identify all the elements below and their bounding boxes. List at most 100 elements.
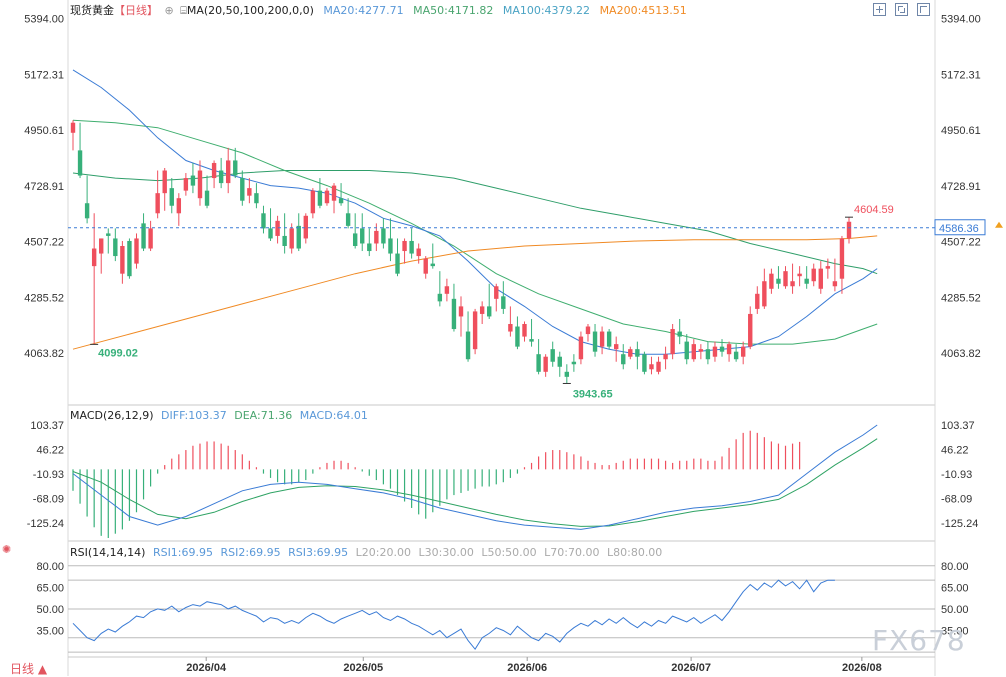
period-button-label: 日线 xyxy=(10,662,35,676)
macd-header: MACD(26,12,9) DIFF:103.37 DEA:71.36 MACD… xyxy=(70,409,368,422)
macd-tick-right: -68.09 xyxy=(941,494,972,506)
candle-body xyxy=(374,230,379,244)
price-tick-left: 5394.00 xyxy=(24,14,64,26)
candle-body xyxy=(712,346,718,357)
candle-body xyxy=(423,258,428,274)
candle-body xyxy=(233,160,238,176)
price-tick-right: 4507.22 xyxy=(941,237,981,249)
candle-body xyxy=(77,150,83,176)
candle-body xyxy=(296,225,301,249)
macd-diff-value: DIFF:103.37 xyxy=(161,409,227,422)
high-annotation: 4604.59 xyxy=(854,204,894,216)
add-indicator-button[interactable] xyxy=(873,3,886,16)
rsi1-value: RSI1:69.95 xyxy=(152,546,214,559)
candle-body xyxy=(247,188,252,196)
candle-body xyxy=(409,240,414,254)
rsi-tick-left: 35.00 xyxy=(36,626,64,638)
candle-body xyxy=(628,349,633,357)
last-price-label: 4586.36 xyxy=(939,223,979,235)
candle-body xyxy=(663,354,668,360)
candle-body xyxy=(84,203,90,219)
candle-body xyxy=(226,160,231,184)
ma-params: MA(20,50,100,200,0,0) xyxy=(186,4,314,17)
candle-body xyxy=(846,221,852,239)
macd-tick-left: -10.93 xyxy=(33,469,64,481)
candle-body xyxy=(748,313,753,347)
price-tick-right: 4728.91 xyxy=(941,181,981,193)
rsi-l20: L20:20.00 xyxy=(355,546,411,559)
candle-body xyxy=(289,228,294,249)
rsi2-value: RSI2:69.95 xyxy=(220,546,281,559)
candle-body xyxy=(197,170,203,199)
candle-body xyxy=(740,346,746,357)
rsi-tick-right: 35.00 xyxy=(941,626,969,638)
candle-body xyxy=(825,266,831,269)
candle-body xyxy=(649,364,654,370)
candle-body xyxy=(141,223,146,249)
macd-tick-right: 46.22 xyxy=(941,445,969,457)
main-header: 现货黄金【日线】 ⊕ ⌸MA(20,50,100,200,0,0) MA20:4… xyxy=(70,2,687,18)
candle-body xyxy=(818,268,823,289)
candle-body xyxy=(310,190,316,214)
macd-tick-left: 103.37 xyxy=(30,420,64,432)
candle-body xyxy=(282,235,287,246)
macd-dea-line xyxy=(72,438,878,527)
fullscreen-button[interactable] xyxy=(895,3,908,16)
candle-body xyxy=(776,278,781,284)
ma200-value: MA200:4513.51 xyxy=(599,4,687,17)
candle-body xyxy=(275,220,280,236)
candle-body xyxy=(451,298,457,330)
macd-diff-line xyxy=(72,424,878,530)
rsi3-value: RSI3:69.95 xyxy=(288,546,349,559)
axes: 5394.00 5394.00 5172.31 5172.31 4950.61 4950.… xyxy=(24,14,1003,674)
last-price-marker xyxy=(995,221,1003,228)
candle-body xyxy=(99,238,104,254)
candle-body xyxy=(614,344,619,350)
price-tick-left: 4950.61 xyxy=(24,125,64,137)
candle-body xyxy=(381,228,386,244)
candle-body xyxy=(684,341,689,360)
candle-body xyxy=(169,188,174,206)
time-tick-label: 2026/05 xyxy=(343,662,383,674)
settings-icon[interactable]: ⊕ xyxy=(164,4,174,17)
rsi-header: RSI(14,14,14) RSI1:69.95 RSI2:69.95 RSI3… xyxy=(70,546,662,559)
symbol-name: 现货黄金 xyxy=(70,4,114,17)
candle-body xyxy=(698,349,704,352)
candle-body xyxy=(430,263,435,267)
rsi-tick-right: 50.00 xyxy=(941,604,969,616)
period-button[interactable]: 日线 ▲ xyxy=(10,662,48,676)
candle-body xyxy=(804,278,809,284)
macd-panel xyxy=(72,424,878,538)
candle-body xyxy=(211,162,217,179)
ma20-value: MA20:4277.71 xyxy=(323,4,404,17)
ma100-value: MA100:4379.22 xyxy=(502,4,591,17)
rsi-l80: L80:80.00 xyxy=(606,546,663,559)
rsi-sun-icon[interactable]: ✺ xyxy=(2,543,12,556)
macd-tick-left: -125.24 xyxy=(27,518,64,530)
candle-body xyxy=(388,238,393,254)
candle-body xyxy=(783,271,788,287)
candle-body xyxy=(345,213,351,226)
macd-params: MACD(26,12,9) xyxy=(70,409,154,422)
macd-tick-right: -10.93 xyxy=(941,469,972,481)
ma200-line xyxy=(72,235,878,350)
layout-button[interactable] xyxy=(917,3,930,16)
candle-body xyxy=(726,344,732,355)
price-tick-right: 5172.31 xyxy=(941,69,981,81)
low-annotation-2: 3943.65 xyxy=(573,388,613,400)
candle-body xyxy=(691,344,696,360)
candle-body xyxy=(176,198,182,214)
time-tick-label: 2026/06 xyxy=(507,662,547,674)
candle-body xyxy=(762,281,767,307)
candle-body xyxy=(790,281,795,287)
price-tick-right: 4285.52 xyxy=(941,292,981,304)
candle-body xyxy=(606,331,612,347)
candle-body xyxy=(352,233,358,246)
candle-body xyxy=(536,354,541,372)
rsi-tick-right: 80.00 xyxy=(941,561,969,573)
candle-body xyxy=(705,349,711,360)
macd-tick-right: -125.24 xyxy=(941,518,978,530)
candle-body xyxy=(733,351,739,360)
candle-body xyxy=(472,311,478,350)
candle-body xyxy=(120,246,125,274)
